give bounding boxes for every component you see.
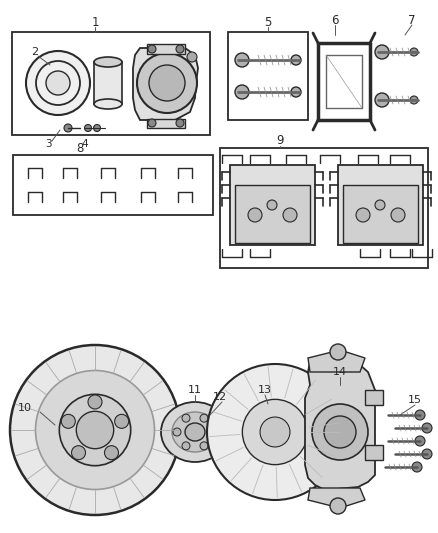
Circle shape xyxy=(182,442,190,450)
Text: 3: 3 xyxy=(45,139,51,149)
Bar xyxy=(365,390,383,405)
Circle shape xyxy=(312,404,368,460)
Bar xyxy=(365,445,383,460)
Text: 7: 7 xyxy=(408,13,416,27)
Text: 13: 13 xyxy=(258,385,272,395)
Text: 8: 8 xyxy=(76,141,84,155)
Text: 10: 10 xyxy=(18,403,32,413)
Circle shape xyxy=(375,200,385,210)
Circle shape xyxy=(207,364,343,500)
Circle shape xyxy=(415,436,425,446)
Bar xyxy=(12,32,210,135)
Bar xyxy=(147,119,185,128)
Circle shape xyxy=(412,462,422,472)
Ellipse shape xyxy=(161,402,229,462)
Circle shape xyxy=(137,53,197,113)
Text: 11: 11 xyxy=(188,385,202,395)
Text: 2: 2 xyxy=(32,47,39,57)
Circle shape xyxy=(149,65,185,101)
Text: 4: 4 xyxy=(82,139,88,149)
Text: 15: 15 xyxy=(408,395,422,405)
Polygon shape xyxy=(308,488,365,508)
Circle shape xyxy=(356,208,370,222)
Circle shape xyxy=(267,200,277,210)
Text: 1: 1 xyxy=(91,15,99,28)
Circle shape xyxy=(64,124,72,132)
Circle shape xyxy=(115,414,129,429)
Circle shape xyxy=(242,399,307,465)
Circle shape xyxy=(330,498,346,514)
Circle shape xyxy=(176,119,184,127)
Bar xyxy=(94,62,122,104)
Circle shape xyxy=(391,208,405,222)
Circle shape xyxy=(76,411,114,449)
Text: 14: 14 xyxy=(333,367,347,377)
Circle shape xyxy=(187,52,197,62)
Circle shape xyxy=(200,414,208,422)
Circle shape xyxy=(260,417,290,447)
Bar xyxy=(235,185,310,243)
Circle shape xyxy=(10,345,180,515)
Circle shape xyxy=(88,395,102,409)
Circle shape xyxy=(176,45,184,53)
Circle shape xyxy=(235,53,249,67)
Circle shape xyxy=(330,344,346,360)
Circle shape xyxy=(209,428,217,436)
Circle shape xyxy=(35,370,155,489)
Circle shape xyxy=(235,85,249,99)
Circle shape xyxy=(410,96,418,104)
Circle shape xyxy=(375,45,389,59)
Polygon shape xyxy=(305,358,375,490)
Text: 5: 5 xyxy=(264,15,272,28)
Text: 12: 12 xyxy=(213,392,227,402)
Circle shape xyxy=(422,423,432,433)
Circle shape xyxy=(291,55,301,65)
Circle shape xyxy=(375,93,389,107)
Bar xyxy=(13,155,213,215)
Text: 6: 6 xyxy=(331,13,339,27)
Polygon shape xyxy=(133,48,198,120)
Circle shape xyxy=(182,414,190,422)
Circle shape xyxy=(173,428,181,436)
Circle shape xyxy=(283,208,297,222)
Bar xyxy=(147,44,185,54)
Circle shape xyxy=(415,410,425,420)
Circle shape xyxy=(422,449,432,459)
Ellipse shape xyxy=(94,99,122,109)
Bar xyxy=(338,165,423,245)
Bar xyxy=(343,185,418,243)
Ellipse shape xyxy=(185,423,205,441)
Circle shape xyxy=(291,87,301,97)
Circle shape xyxy=(410,48,418,56)
Circle shape xyxy=(59,394,131,466)
Ellipse shape xyxy=(94,57,122,67)
Circle shape xyxy=(148,45,156,53)
Circle shape xyxy=(61,414,75,429)
Circle shape xyxy=(324,416,356,448)
Polygon shape xyxy=(308,350,365,372)
Bar xyxy=(230,165,315,245)
Circle shape xyxy=(71,446,85,459)
Circle shape xyxy=(85,125,92,132)
Bar xyxy=(228,32,308,120)
Circle shape xyxy=(200,442,208,450)
Circle shape xyxy=(148,119,156,127)
Circle shape xyxy=(46,71,70,95)
Circle shape xyxy=(26,51,90,115)
Bar xyxy=(220,148,428,268)
Ellipse shape xyxy=(172,412,218,452)
Text: 9: 9 xyxy=(276,134,284,148)
Circle shape xyxy=(93,125,100,132)
Circle shape xyxy=(248,208,262,222)
Circle shape xyxy=(105,446,119,459)
